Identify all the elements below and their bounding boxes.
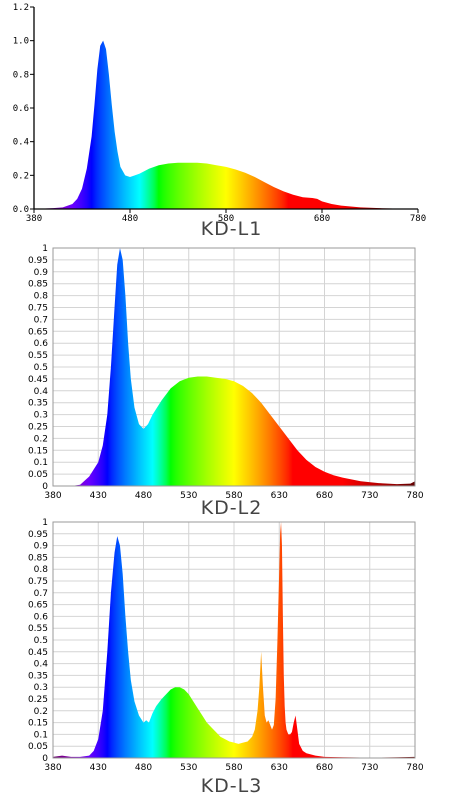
y-tick-label: 0.45 — [28, 648, 48, 658]
y-tick-label: 0.6 — [13, 104, 29, 114]
y-tick-label: 0.8 — [34, 292, 49, 302]
y-tick-label: 0.4 — [13, 138, 29, 148]
x-tick-label: 480 — [135, 763, 152, 773]
y-tick-label: 0.2 — [34, 434, 48, 444]
y-tick-label: 0.55 — [28, 351, 48, 361]
y-tick-label: 0.55 — [28, 624, 48, 634]
x-tick-label: 680 — [316, 491, 333, 501]
x-tick-label: 630 — [271, 763, 288, 773]
y-tick-label: 1.2 — [13, 3, 29, 13]
y-tick-label: 0.9 — [34, 542, 49, 552]
x-tick-label: 780 — [410, 214, 426, 224]
plot-frame — [52, 247, 416, 487]
y-tick-label: 0.6 — [34, 339, 49, 349]
grid — [52, 521, 416, 759]
y-tick-label: 0.0 — [13, 205, 29, 215]
y-tick-label: 0.25 — [28, 695, 48, 705]
x-tick-label: 680 — [314, 214, 330, 224]
y-tick-label: 0.9 — [34, 268, 49, 278]
x-tick-label: 380 — [44, 763, 61, 773]
x-tick-label: 680 — [316, 763, 333, 773]
x-tick-label: 380 — [44, 491, 61, 501]
plot-frame — [52, 521, 416, 759]
chart-kd-l1-plot: 0.0 0.2 0.4 0.6 0.8 1.0 1.2 380 480 580 680 780 — [13, 3, 426, 224]
y-tick-label: 0.95 — [28, 530, 48, 540]
y-tick-label: 0.05 — [28, 470, 48, 480]
x-tick-label: 530 — [180, 763, 197, 773]
spectrum-area — [53, 522, 415, 758]
y-tick-label: 0 — [42, 754, 48, 764]
x-tick-label: 580 — [225, 491, 242, 501]
x-tick-label: 380 — [26, 214, 42, 224]
y-tick-label: 0.7 — [34, 315, 48, 325]
y-tick-label: 1 — [42, 518, 48, 528]
y-tick-label: 0.8 — [34, 565, 49, 575]
chart-kd-l2-plot: 0 0.05 0.1 0.15 0.20.25 0.3 0.35 0.4 0.45 0.5 0.55… — [28, 244, 424, 501]
y-tick-label: 0.25 — [28, 423, 48, 433]
y-tick-label: 0.35 — [28, 671, 48, 681]
y-tick-label: 0.15 — [28, 446, 48, 456]
x-tick-label: 430 — [90, 763, 107, 773]
y-tick-label: 0.6 — [34, 612, 49, 622]
y-tick-label: 0.85 — [28, 280, 48, 290]
y-tick-label: 0.35 — [28, 399, 48, 409]
chart-title: KD-L2 — [200, 497, 263, 519]
y-tick-label: 0.95 — [28, 256, 48, 266]
y-tick-label: 0.1 — [34, 458, 48, 468]
spectrum-area — [34, 40, 418, 209]
x-tick-label: 530 — [180, 491, 197, 501]
y-tick-label: 0.05 — [28, 742, 48, 752]
y-tick-label: 0.7 — [34, 589, 48, 599]
y-tick-label: 1 — [42, 244, 48, 254]
x-tick-label: 430 — [90, 491, 107, 501]
y-tick-label: 0.75 — [28, 304, 48, 314]
x-tick-label: 780 — [406, 763, 423, 773]
x-tick-label: 730 — [361, 491, 378, 501]
chart-kd-l1: 0.0 0.2 0.4 0.6 0.8 1.0 1.2 380 480 580 680 780 KD-… — [0, 0, 463, 240]
x-tick-label: 580 — [225, 763, 242, 773]
chart-title: KD-L1 — [200, 218, 263, 240]
y-tick-label: 0.15 — [28, 719, 48, 729]
y-tick-label: 1.0 — [13, 37, 29, 47]
spectrum-area — [53, 248, 415, 486]
x-tick-label: 630 — [271, 491, 288, 501]
y-tick-label: 0 — [42, 482, 48, 492]
y-tick-label: 0.5 — [34, 636, 48, 646]
chart-title: KD-L3 — [200, 775, 263, 797]
y-tick-label: 0.85 — [28, 553, 48, 563]
y-tick-label: 0.4 — [34, 660, 49, 670]
y-tick-label: 0.1 — [34, 730, 48, 740]
chart-kd-l3-plot: 0 0.05 0.10.15 0.2 0.25 0.3 0.350.4 0.45 0.5 0.55… — [28, 518, 424, 773]
y-tick-label: 0.75 — [28, 577, 48, 587]
chart-kd-l3: 0 0.05 0.1 0.15 0.2 0.25 0.3 0.35 0.4 0.45 0.5 0.55… — [0, 518, 463, 800]
y-tick-label: 0.3 — [34, 683, 48, 693]
y-tick-label: 0.3 — [34, 411, 48, 421]
y-tick-label: 0.2 — [13, 171, 29, 181]
x-tick-label: 480 — [122, 214, 138, 224]
y-tick-label: 0.5 — [34, 363, 48, 373]
x-tick-label: 730 — [361, 763, 378, 773]
x-tick-label: 780 — [406, 491, 423, 501]
y-tick-label: 0.8 — [13, 70, 29, 80]
y-tick-label: 0.4 — [34, 387, 49, 397]
y-tick-label: 0.45 — [28, 375, 48, 385]
y-tick-label: 0.2 — [34, 707, 48, 717]
x-tick-label: 580 — [218, 214, 234, 224]
y-tick-label: 0.65 — [28, 601, 48, 611]
y-tick-label: 0.65 — [28, 327, 48, 337]
chart-kd-l2: 0 0.05 0.1 0.15 0.2 0.25 0.3 0.35 0.4 0.45 0.5 0.55… — [0, 240, 463, 519]
x-tick-label: 480 — [135, 491, 152, 501]
